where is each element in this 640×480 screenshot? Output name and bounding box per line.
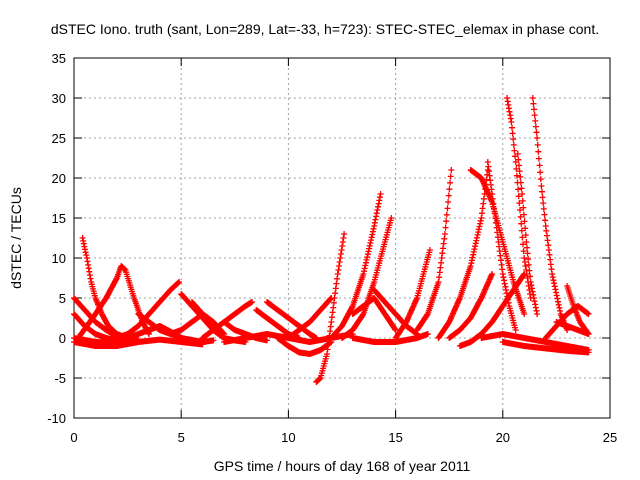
data-series — [435, 167, 491, 341]
y-tick-label: 0 — [59, 331, 66, 346]
y-axis-label: dSTEC / TECUs — [8, 187, 24, 289]
data-series — [514, 151, 541, 317]
series-points — [553, 319, 592, 337]
x-tick-label: 20 — [496, 430, 510, 445]
data-series — [467, 167, 528, 317]
x-tick-label: 10 — [281, 430, 295, 445]
series-points — [529, 95, 571, 333]
data-series — [349, 331, 431, 345]
series-points — [478, 331, 592, 353]
data-series — [446, 271, 496, 341]
data-series — [529, 95, 571, 333]
x-tick-label: 25 — [603, 430, 617, 445]
series-points — [221, 331, 356, 345]
plot-frame — [73, 57, 611, 419]
series-points — [446, 271, 496, 341]
x-tick-label: 5 — [178, 430, 185, 445]
x-tick-label: 15 — [388, 430, 402, 445]
series-points — [456, 271, 528, 349]
data-series — [478, 331, 592, 353]
series-points — [414, 167, 455, 333]
data-series — [392, 247, 433, 341]
data-points — [71, 95, 592, 385]
series-points — [435, 167, 491, 341]
data-series — [499, 339, 592, 356]
y-tick-label: 10 — [52, 251, 66, 266]
x-axis-label: GPS time / hours of day 168 of year 2011 — [214, 458, 471, 474]
series-points — [499, 339, 592, 356]
x-axis: 0 5 10 15 20 25 — [70, 58, 617, 445]
data-series — [553, 319, 592, 337]
y-tick-label: -10 — [47, 411, 66, 426]
y-tick-label: 20 — [52, 171, 66, 186]
series-points — [71, 336, 206, 349]
data-series — [313, 231, 348, 385]
series-points — [313, 231, 348, 385]
data-series — [221, 331, 356, 345]
series-points — [349, 295, 399, 333]
data-series — [349, 295, 399, 333]
chart-title: dSTEC Iono. truth (sant, Lon=289, Lat=-3… — [51, 21, 599, 37]
y-tick-label: 30 — [52, 91, 66, 106]
series-points — [328, 191, 384, 341]
y-tick-label: -5 — [54, 371, 66, 386]
series-points — [514, 151, 541, 317]
y-tick-label: 35 — [52, 51, 66, 66]
y-tick-label: 25 — [52, 131, 66, 146]
series-points — [349, 331, 431, 345]
series-points — [392, 247, 433, 341]
x-tick-label: 0 — [70, 430, 77, 445]
data-series — [414, 167, 455, 333]
data-series — [328, 191, 384, 341]
y-axis: -10 -5 0 5 10 15 20 25 30 35 — [47, 51, 610, 426]
y-tick-label: 5 — [59, 291, 66, 306]
data-series — [456, 271, 528, 349]
series-points — [467, 167, 528, 317]
series-points — [339, 215, 395, 341]
y-tick-label: 15 — [52, 211, 66, 226]
data-series — [71, 336, 206, 349]
data-series — [339, 215, 395, 341]
